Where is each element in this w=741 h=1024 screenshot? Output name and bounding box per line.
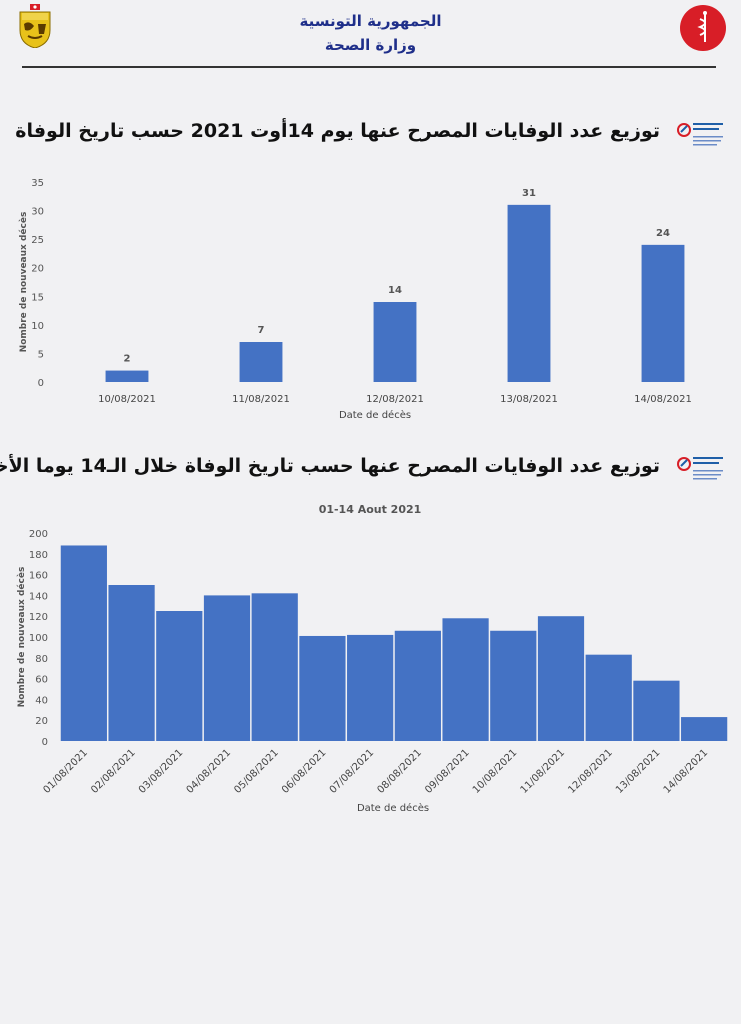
x-tick-label: 08/08/2021: [375, 747, 424, 796]
bar: [373, 302, 417, 382]
x-tick-label: 07/08/2021: [328, 747, 377, 796]
y-tick-label: 20: [35, 716, 48, 727]
bar: [203, 595, 251, 741]
x-axis-title: Date de décès: [339, 409, 411, 421]
data-label: 7: [258, 325, 265, 336]
x-tick-label: 12/08/2021: [366, 394, 424, 405]
observatory-logo-icon: [677, 123, 723, 146]
section1-title: توزيع عدد الوفايات المصرح عنها يوم 14أوت…: [15, 120, 660, 142]
y-tick-label: 30: [31, 207, 44, 218]
bar: [585, 654, 632, 741]
bar: [299, 635, 346, 741]
x-tick-label: 11/08/2021: [519, 747, 568, 796]
bar: [108, 585, 155, 741]
x-tick-label: 10/08/2021: [471, 747, 520, 796]
bar: [239, 342, 283, 382]
y-tick-label: 140: [29, 591, 48, 602]
ministry-logo-icon: [680, 5, 726, 51]
observatory-logo-icon: [677, 457, 723, 480]
x-tick-label: 05/08/2021: [232, 747, 281, 796]
x-tick-label: 02/08/2021: [89, 747, 138, 796]
y-tick-label: 25: [31, 235, 44, 246]
y-tick-label: 15: [31, 292, 44, 303]
y-tick-label: 100: [29, 633, 48, 644]
y-tick-label: 40: [35, 695, 48, 706]
y-axis-title: Nombre de nouveaux décès: [18, 212, 29, 353]
x-tick-label: 11/08/2021: [232, 394, 290, 405]
bar: [490, 630, 537, 741]
data-label: 2: [124, 354, 131, 365]
bar: [394, 630, 441, 741]
y-tick-label: 160: [29, 571, 48, 582]
bar: [156, 611, 203, 741]
bar: [507, 204, 551, 382]
x-tick-label: 03/08/2021: [137, 747, 186, 796]
data-label: 31: [522, 188, 536, 199]
y-tick-label: 35: [31, 178, 44, 189]
x-tick-label: 10/08/2021: [98, 394, 156, 405]
x-tick-label: 06/08/2021: [280, 747, 329, 796]
y-tick-label: 180: [29, 550, 48, 561]
x-axis-title: Date de décès: [357, 802, 429, 814]
bar: [60, 545, 107, 741]
tunisia-coat-of-arms-icon: [19, 4, 51, 48]
y-axis-title: Nombre de nouveaux décès: [16, 567, 27, 708]
x-tick-label: 01/08/2021: [41, 747, 90, 796]
chart-title: 01-14 Aout 2021: [319, 503, 422, 516]
x-tick-label: 14/08/2021: [634, 394, 692, 405]
header-divider: [22, 66, 716, 68]
header-ministry: وزارة الصحة: [324, 36, 417, 54]
bar: [681, 717, 728, 741]
x-tick-label: 13/08/2021: [500, 394, 558, 405]
bar: [641, 244, 685, 382]
header-country: الجمهورية التونسية: [299, 12, 442, 30]
y-tick-label: 20: [31, 264, 44, 275]
x-tick-label: 04/08/2021: [185, 747, 234, 796]
y-tick-label: 120: [29, 612, 48, 623]
y-tick-label: 60: [35, 675, 48, 686]
y-tick-label: 200: [29, 529, 48, 540]
bar: [633, 680, 680, 741]
x-tick-label: 14/08/2021: [662, 747, 711, 796]
bar: [251, 593, 298, 741]
bar: [105, 370, 149, 382]
chart-daily-deaths-5days: 0 5 10 15 20 25 30 35 2 10/08/2021 7 11/08/2021 14 12…: [18, 178, 692, 421]
data-label: 14: [388, 285, 402, 296]
x-tick-label: 09/08/2021: [423, 747, 472, 796]
section2-title: توزيع عدد الوفايات المصرح عنها حسب تاريخ…: [0, 455, 660, 477]
y-tick-label: 0: [42, 737, 48, 748]
y-tick-label: 5: [38, 349, 44, 360]
bar: [442, 618, 489, 741]
bar: [537, 616, 585, 741]
x-tick-label: 12/08/2021: [566, 747, 615, 796]
page-header: الجمهورية التونسية وزارة الصحة: [0, 0, 741, 70]
chart-daily-deaths-14days: 01-14 Aout 2021 0 20 40 60 80 100 120 140 160 180 2…: [16, 503, 728, 814]
y-tick-label: 80: [35, 654, 48, 665]
data-label: 24: [656, 228, 670, 239]
bar: [347, 634, 394, 741]
y-tick-label: 0: [38, 378, 44, 389]
y-tick-label: 10: [31, 321, 44, 332]
x-tick-label: 13/08/2021: [614, 747, 663, 796]
